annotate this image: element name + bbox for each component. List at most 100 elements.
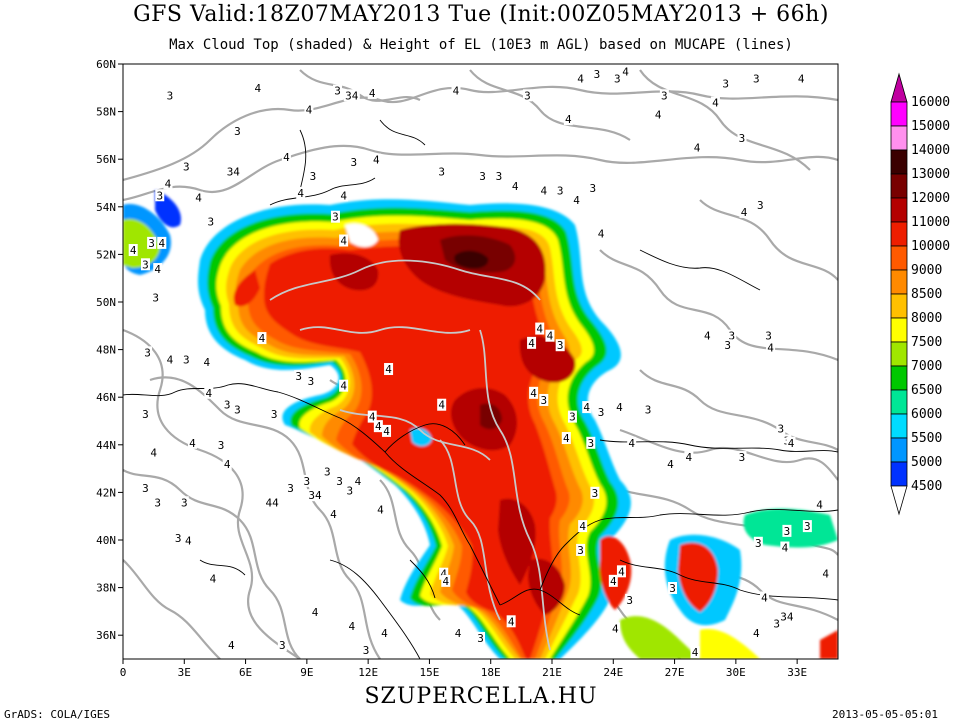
contour-label-bg xyxy=(451,84,461,97)
contour-label: 4 xyxy=(297,187,304,200)
contour-label-bg xyxy=(776,422,786,435)
contour-label: 4 xyxy=(283,151,290,164)
contour-label: 4 xyxy=(598,227,605,240)
lon-tick-label: 21E xyxy=(542,666,562,679)
contour-label: 3 xyxy=(569,411,576,424)
contour-label: 3 xyxy=(614,73,621,86)
contour-label: 3 xyxy=(218,439,225,452)
lat-tick-label: 50N xyxy=(96,296,116,309)
contour-label: 4 xyxy=(259,332,266,345)
contour-label-bg xyxy=(815,498,825,511)
contour-label-bg xyxy=(567,410,577,423)
contour-label: 4 xyxy=(798,73,805,86)
contour-label: 4 xyxy=(816,499,823,512)
contour-label: 4 xyxy=(530,387,537,400)
contour-label-bg xyxy=(181,160,191,173)
el-contour-lines xyxy=(123,69,838,659)
colorbar-segment xyxy=(890,365,908,391)
contour-label: 4 xyxy=(528,337,535,350)
contour-label-bg xyxy=(222,398,232,411)
contour-label-bg xyxy=(307,489,324,502)
colorbar-segment xyxy=(890,149,908,175)
contour-label-bg xyxy=(183,534,193,547)
contour-label-bg xyxy=(563,113,573,126)
colorbar-segment xyxy=(890,413,908,439)
contour-label: 4 xyxy=(375,420,382,433)
colorbar-label: 12000 xyxy=(911,191,950,206)
lat-tick-label: 52N xyxy=(96,248,116,261)
contour-label-bg xyxy=(527,336,537,349)
contour-label: 3 xyxy=(594,68,601,81)
contour-label-bg xyxy=(778,610,795,623)
contour-label-bg xyxy=(786,436,796,449)
contour-label: 3 xyxy=(208,215,215,228)
contour-label: 4 xyxy=(686,451,693,464)
colorbar-segment xyxy=(890,101,908,127)
map-title: GFS Valid:18Z07MAY2013 Tue (Init:00Z05MA… xyxy=(133,2,829,27)
contour-label-bg xyxy=(653,108,663,121)
contour-label-bg xyxy=(194,191,204,204)
contour-label-bg xyxy=(555,184,565,197)
contour-label-bg xyxy=(232,125,242,138)
colorbar-top-arrow xyxy=(890,72,908,103)
contour-label: 3 xyxy=(224,399,231,412)
contour-label-bg xyxy=(643,403,653,416)
contour-label-bg xyxy=(361,643,371,656)
lat-tick-label: 54N xyxy=(96,201,116,214)
contour-label: 4 xyxy=(150,446,157,459)
colorbar-label: 9000 xyxy=(911,263,942,278)
contour-label: 3 xyxy=(181,496,188,509)
contour-label-bg xyxy=(702,329,712,342)
contour-label: 4 xyxy=(306,104,313,117)
contour-label-bg xyxy=(494,170,504,183)
lat-tick-label: 60N xyxy=(96,58,116,71)
contour-label: 3 xyxy=(363,644,370,657)
contour-label-bg xyxy=(608,574,618,587)
contour-label-bg xyxy=(257,332,267,345)
contour-label: 4 xyxy=(579,520,586,533)
contour-label: 4 xyxy=(159,237,166,250)
colorbar-label: 8500 xyxy=(911,287,942,302)
contour-label-bg xyxy=(659,89,669,102)
contour-label-bg xyxy=(610,622,620,635)
colorbar: 16000 15000 14000 13000 12000 11000 10000 9000 8… xyxy=(890,72,950,516)
lon-tick-label: 15E xyxy=(419,666,439,679)
contour-label: 4 xyxy=(704,330,711,343)
contour-label: 4 xyxy=(340,235,347,248)
contour-label-bg xyxy=(545,329,555,342)
render-timestamp: 2013-05-05-05:01 xyxy=(832,708,938,721)
contour-label-bg xyxy=(780,541,790,554)
contour-label: 3 xyxy=(142,482,149,495)
lat-tick-label: 56N xyxy=(96,153,116,166)
contour-label-bg xyxy=(616,565,626,578)
contour-label-bg xyxy=(721,77,731,90)
contour-label-bg xyxy=(165,89,175,102)
colorbar-bottom-arrow xyxy=(890,485,908,516)
contour-label: 4 xyxy=(612,622,619,635)
contour-label: 4 xyxy=(618,565,625,578)
contour-label: 3 xyxy=(336,475,343,488)
contour-label-bg xyxy=(478,170,488,183)
contour-label: 4 xyxy=(167,354,174,367)
contour-label-bg xyxy=(437,398,447,411)
contour-label-bg xyxy=(590,486,600,499)
contour-label: 4 xyxy=(385,363,392,376)
contour-label-bg xyxy=(821,567,831,580)
contour-label-bg xyxy=(621,65,631,78)
contour-label: 4 xyxy=(767,342,774,355)
contour-label-bg xyxy=(614,401,624,414)
contour-label-bg xyxy=(668,581,678,594)
contour-label-bg xyxy=(264,496,281,509)
contour-label: 4 xyxy=(203,356,210,369)
contour-label-bg xyxy=(181,353,191,366)
contour-label-bg xyxy=(586,436,596,449)
contour-label-bg xyxy=(373,420,383,433)
contour-label-bg xyxy=(149,446,159,459)
contour-label: 4 xyxy=(822,568,829,581)
contour-label-bg xyxy=(277,639,287,652)
contour-label-bg xyxy=(339,234,349,247)
contour-label: 4 xyxy=(610,575,617,588)
contour-label-bg xyxy=(625,593,635,606)
contour-label-bg xyxy=(802,520,812,533)
